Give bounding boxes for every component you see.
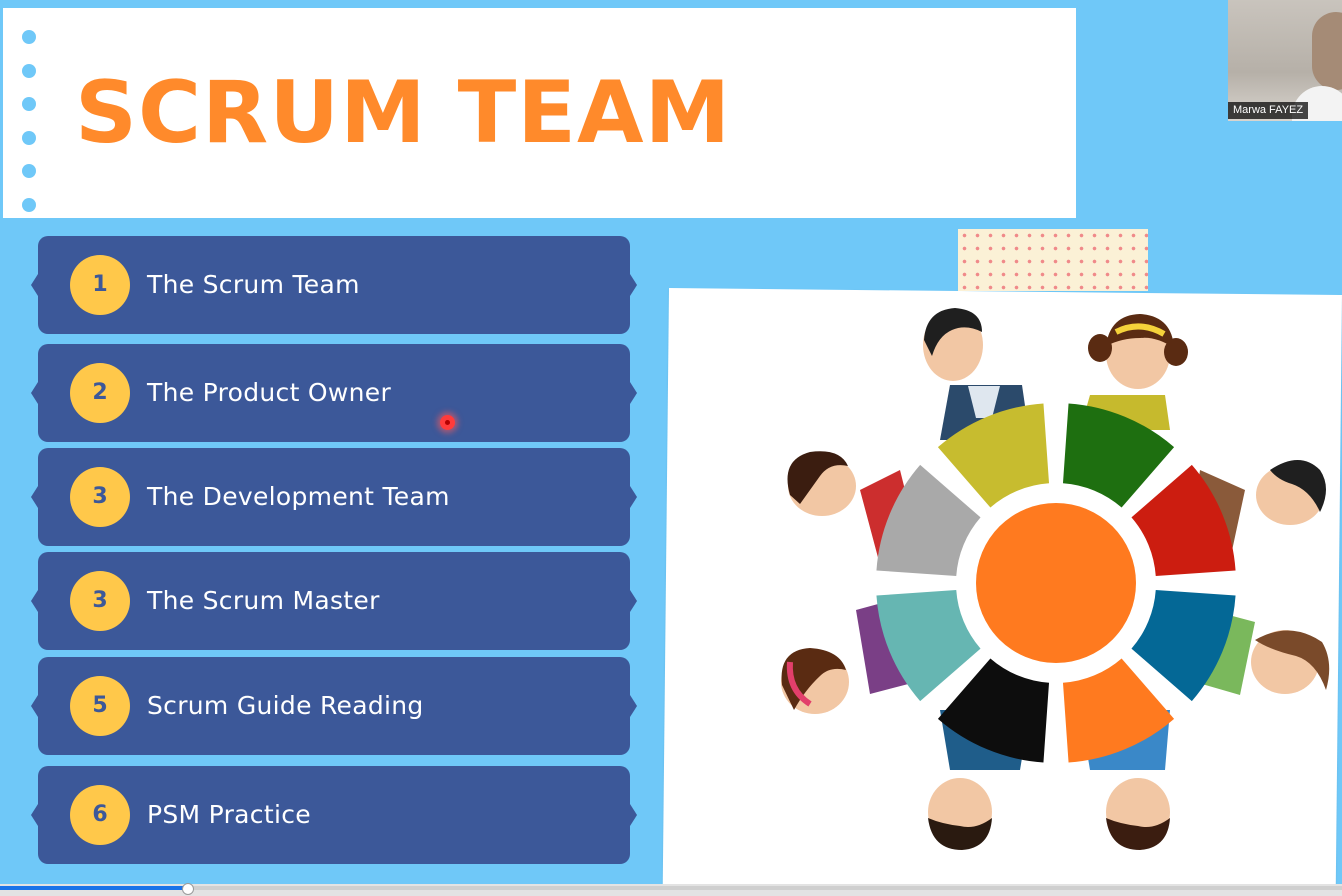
dot-icon bbox=[22, 164, 36, 178]
item-number-badge: 5 bbox=[70, 676, 130, 736]
dot-icon bbox=[22, 197, 36, 212]
dot-icon bbox=[22, 30, 36, 44]
item-number-badge: 3 bbox=[70, 571, 130, 631]
item-label: The Scrum Master bbox=[147, 586, 380, 615]
agenda-item: 2 The Product Owner bbox=[31, 344, 637, 442]
table-ring-icon bbox=[876, 403, 1236, 763]
slide-title: SCRUM TEAM bbox=[75, 63, 732, 163]
agenda-item: 6 PSM Practice bbox=[31, 766, 637, 864]
table-segment-icon bbox=[1062, 658, 1175, 763]
dot-icon bbox=[22, 63, 36, 78]
table-segment-icon bbox=[876, 464, 981, 577]
dot-icon bbox=[22, 130, 36, 145]
team-around-table-illustration bbox=[781, 308, 1330, 850]
notebook-dots bbox=[22, 30, 38, 231]
table-segment-icon bbox=[937, 403, 1050, 508]
item-label: The Product Owner bbox=[147, 378, 392, 407]
item-number-badge: 3 bbox=[70, 467, 130, 527]
item-number-badge: 2 bbox=[70, 363, 130, 423]
playback-progress-track[interactable] bbox=[0, 886, 1342, 890]
title-card: SCRUM TEAM bbox=[3, 8, 1076, 218]
table-segment-icon bbox=[1062, 403, 1175, 508]
item-label: The Development Team bbox=[147, 482, 450, 511]
table-segment-icon bbox=[1131, 464, 1236, 577]
participant-video-tile[interactable]: Marwa FAYEZ bbox=[1228, 0, 1342, 121]
laser-pointer-icon bbox=[440, 415, 455, 430]
table-center-icon bbox=[976, 503, 1136, 663]
agenda-item: 1 The Scrum Team bbox=[31, 236, 637, 334]
washi-tape bbox=[958, 229, 1148, 291]
item-label: Scrum Guide Reading bbox=[147, 691, 424, 720]
agenda-item: 3 The Development Team bbox=[31, 448, 637, 546]
item-label: PSM Practice bbox=[147, 800, 311, 829]
item-number-badge: 1 bbox=[70, 255, 130, 315]
participant-head bbox=[1312, 12, 1342, 90]
table-segment-icon bbox=[1131, 589, 1236, 702]
dot-icon bbox=[22, 97, 36, 111]
participant-name-label: Marwa FAYEZ bbox=[1228, 102, 1309, 119]
item-number-badge: 6 bbox=[70, 785, 130, 845]
agenda-item: 5 Scrum Guide Reading bbox=[31, 657, 637, 755]
item-label: The Scrum Team bbox=[147, 270, 360, 299]
table-segment-icon bbox=[937, 658, 1050, 763]
agenda-item: 3 The Scrum Master bbox=[31, 552, 637, 650]
table-segment-icon bbox=[876, 589, 981, 702]
playback-progress-fill bbox=[0, 886, 188, 890]
playback-scrubber-handle[interactable] bbox=[181, 883, 194, 895]
